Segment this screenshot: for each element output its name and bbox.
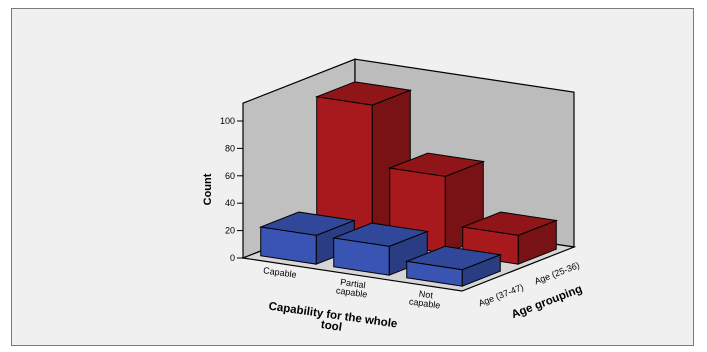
x-tick-label: Capable <box>263 265 298 280</box>
z-tick-label: Age (25-36) <box>533 260 581 286</box>
z-tick-label: Age (37-47) <box>477 282 525 308</box>
x-tick-label: Partialcapable <box>335 276 369 299</box>
x-axis-label-line: tool <box>320 319 343 334</box>
x-tick-label-line: capable <box>335 285 368 299</box>
x-axis-label: Capability for the wholetool <box>266 301 398 342</box>
y-tick-label: 0 <box>230 253 235 263</box>
y-tick-label: 60 <box>225 171 235 181</box>
y-tick-label: 100 <box>220 116 235 126</box>
bar-front <box>406 260 463 287</box>
bar-front <box>260 226 317 265</box>
y-axis: 0 20 40 60 80 100 Count <box>202 116 243 263</box>
x-tick-label: Notcapable <box>408 287 442 310</box>
y-tick-label: 20 <box>225 226 235 236</box>
bar-front <box>333 237 390 276</box>
y-tick-label: 40 <box>225 198 235 208</box>
chart-bars <box>258 81 559 287</box>
bar-age-37-47--not-capable <box>404 245 503 287</box>
y-tick-label: 80 <box>225 143 235 153</box>
x-tick-label-line: capable <box>408 296 441 310</box>
x-tick-label-line: Capable <box>263 265 298 280</box>
x-tick-label-line: Not <box>418 289 434 301</box>
bar-age-25-36--capable <box>314 81 413 243</box>
y-axis-label: Count <box>202 173 214 205</box>
x-tick-label-line: Partial <box>340 277 367 290</box>
bar-age-37-47--partial-capable <box>331 222 430 276</box>
